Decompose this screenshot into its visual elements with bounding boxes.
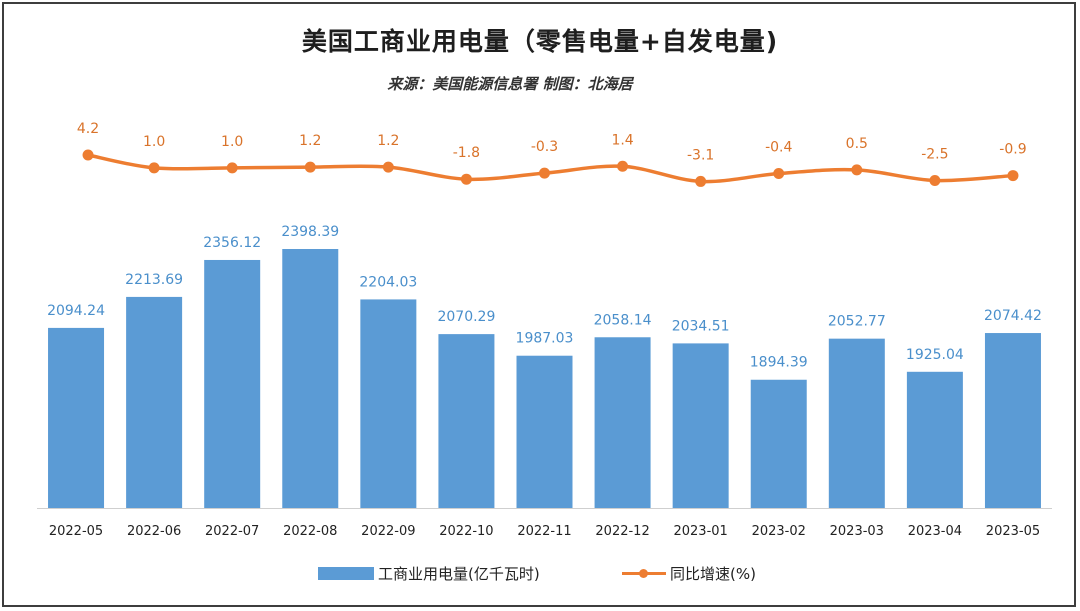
bar bbox=[828, 338, 885, 508]
bar bbox=[360, 299, 417, 508]
bar bbox=[48, 327, 105, 508]
growth-value-label: 1.0 bbox=[143, 134, 165, 150]
legend-label-bars: 工商业用电量(亿千瓦时) bbox=[378, 565, 540, 583]
x-tick-label: 2022-11 bbox=[517, 524, 571, 539]
growth-value-label: -1.8 bbox=[453, 145, 480, 161]
x-tick-label: 2023-05 bbox=[986, 524, 1040, 539]
bar bbox=[984, 333, 1041, 508]
legend-label-line: 同比增速(%) bbox=[670, 565, 756, 583]
bar-value-label: 2356.12 bbox=[203, 235, 261, 251]
x-tick-label: 2023-03 bbox=[830, 524, 884, 539]
growth-value-label: 1.2 bbox=[377, 133, 399, 149]
bar-value-label: 2034.51 bbox=[672, 318, 730, 334]
growth-point bbox=[539, 167, 550, 179]
bar bbox=[594, 337, 651, 508]
growth-point bbox=[304, 161, 316, 173]
x-tick-label: 2023-01 bbox=[673, 524, 727, 539]
growth-value-label: 1.0 bbox=[221, 134, 243, 150]
x-tick-label: 2022-10 bbox=[439, 524, 493, 539]
growth-value-label: -3.1 bbox=[687, 147, 714, 163]
bar-value-label: 2052.77 bbox=[828, 314, 886, 330]
growth-value-label: 0.5 bbox=[846, 136, 868, 152]
chart-subtitle: 来源：美国能源信息署 制图：北海居 bbox=[387, 75, 633, 93]
bar bbox=[516, 355, 573, 508]
growth-point bbox=[617, 160, 629, 172]
chart-title: 美国工商业用电量（零售电量+自发电量) bbox=[301, 27, 779, 56]
growth-point bbox=[1007, 170, 1019, 182]
growth-point bbox=[82, 149, 94, 161]
legend-item-line[interactable]: 同比增速(%) bbox=[622, 563, 756, 584]
growth-value-label: -0.3 bbox=[531, 139, 558, 155]
x-tick-label: 2022-07 bbox=[205, 524, 259, 539]
bar bbox=[126, 296, 183, 508]
growth-point bbox=[460, 173, 472, 185]
bar-value-label: 1987.03 bbox=[516, 331, 574, 347]
x-tick-label: 2022-08 bbox=[283, 524, 337, 539]
bar-value-label: 2074.42 bbox=[984, 308, 1042, 324]
bar bbox=[750, 379, 807, 508]
legend-swatch-bar bbox=[318, 567, 374, 580]
bar-value-label: 1925.04 bbox=[906, 347, 964, 363]
x-tick-label: 2023-04 bbox=[908, 524, 962, 539]
growth-value-label: -0.9 bbox=[999, 142, 1026, 158]
bar bbox=[906, 371, 963, 508]
growth-value-label: -2.5 bbox=[921, 147, 948, 163]
bar-value-label: 2213.69 bbox=[125, 272, 183, 288]
growth-value-label: 1.4 bbox=[611, 132, 633, 148]
bar-value-label: 1894.39 bbox=[750, 355, 808, 371]
growth-value-label: -0.4 bbox=[765, 140, 792, 156]
growth-point bbox=[773, 168, 785, 180]
bar bbox=[282, 249, 339, 508]
legend-swatch-line bbox=[622, 567, 666, 580]
growth-point bbox=[851, 164, 863, 176]
bar-value-label: 2204.03 bbox=[359, 274, 417, 290]
bar-value-label: 2070.29 bbox=[437, 309, 495, 325]
bar-value-label: 2398.39 bbox=[281, 224, 339, 240]
growth-point bbox=[148, 162, 160, 174]
x-tick-label: 2022-12 bbox=[595, 524, 649, 539]
bar bbox=[438, 334, 495, 508]
bar bbox=[204, 259, 261, 508]
growth-point bbox=[695, 175, 707, 187]
x-tick-label: 2022-09 bbox=[361, 524, 415, 539]
bar bbox=[672, 343, 729, 508]
growth-point bbox=[382, 161, 394, 173]
legend-item-bars[interactable]: 工商业用电量(亿千瓦时) bbox=[318, 563, 540, 584]
x-tick-label: 2022-06 bbox=[127, 524, 181, 539]
growth-value-label: 1.2 bbox=[299, 133, 321, 149]
x-tick-label: 2023-02 bbox=[752, 524, 806, 539]
bar-value-label: 2094.24 bbox=[47, 303, 105, 319]
growth-value-label: 4.2 bbox=[77, 121, 99, 137]
growth-point bbox=[226, 162, 238, 174]
growth-point bbox=[929, 175, 941, 187]
x-tick-label: 2022-05 bbox=[49, 524, 103, 539]
bar-value-label: 2058.14 bbox=[594, 312, 652, 328]
